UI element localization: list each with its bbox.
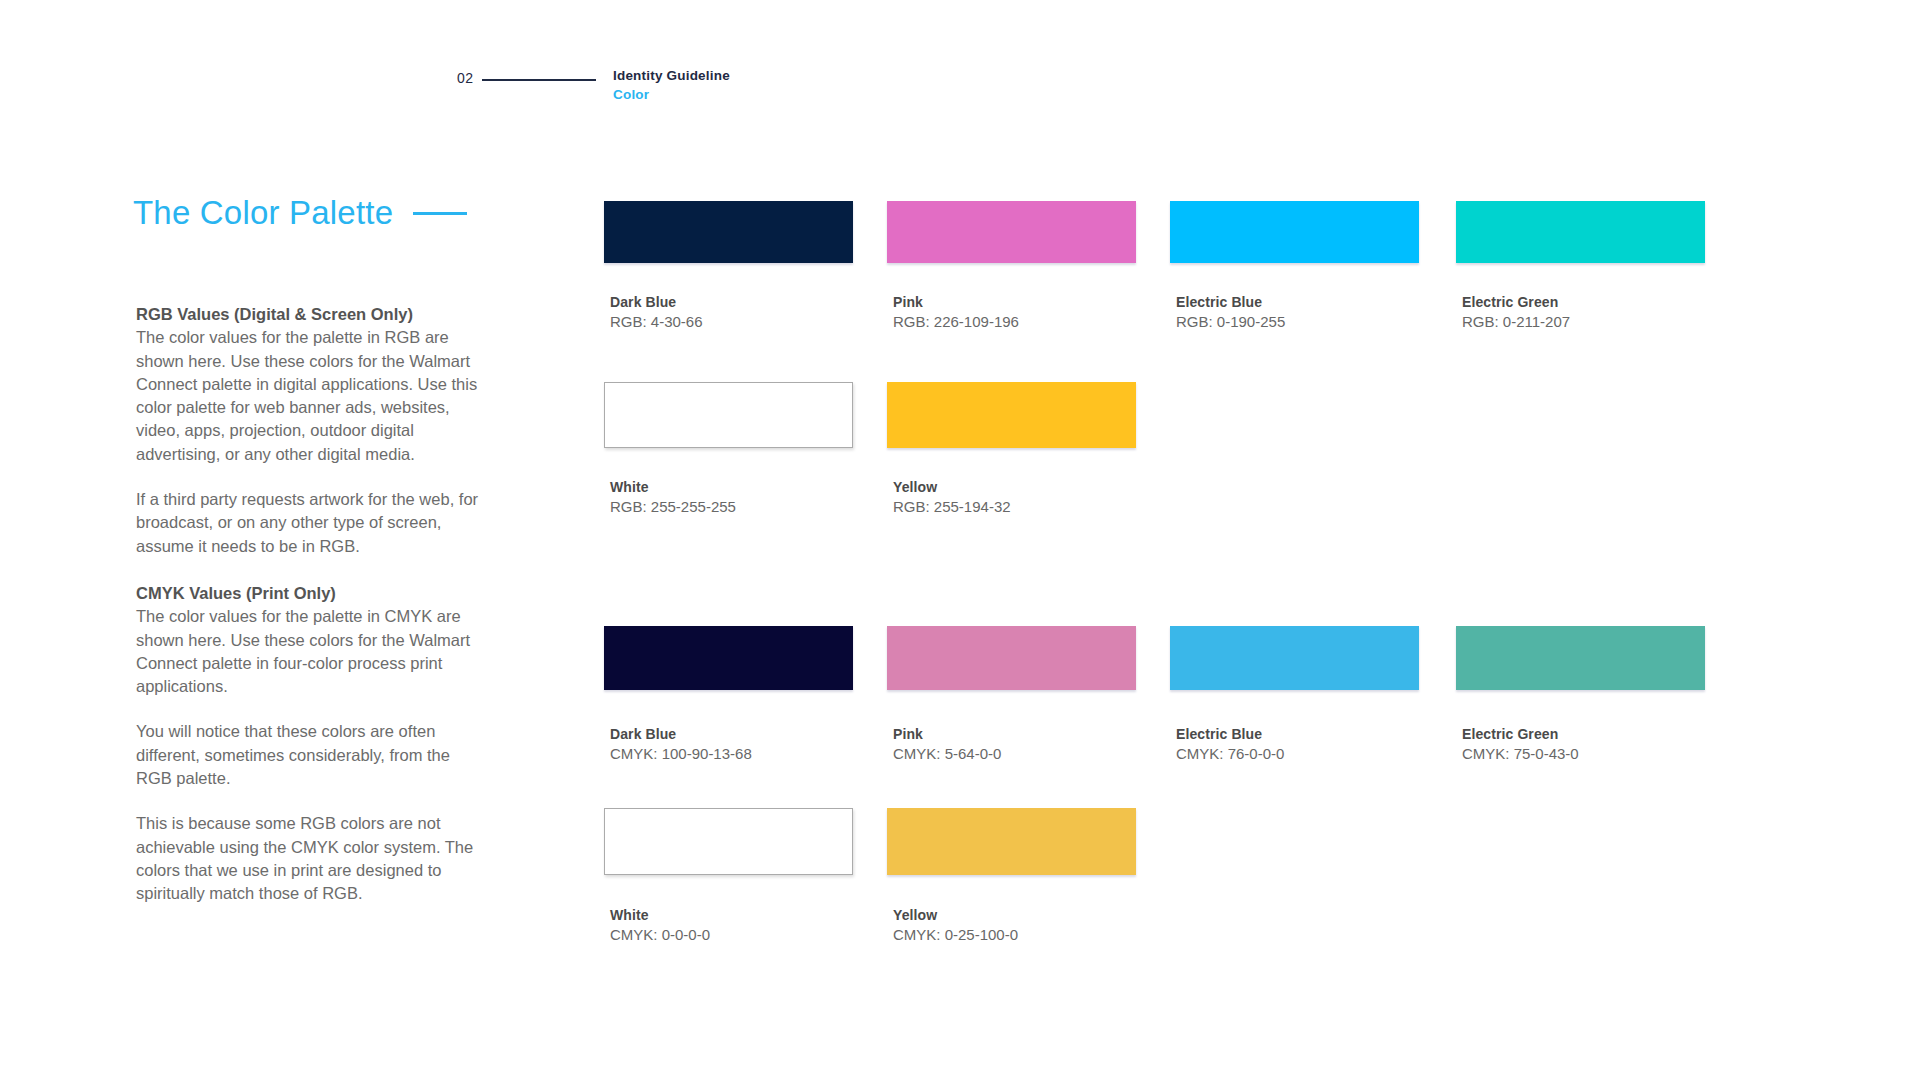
- color-swatch: [604, 201, 853, 263]
- swatch-label: Electric Green CMYK: 75-0-43-0: [1456, 725, 1705, 764]
- swatch-label: Dark Blue RGB: 4-30-66: [604, 293, 853, 332]
- swatch-name: Electric Blue: [1176, 293, 1419, 311]
- swatch-label: Yellow CMYK: 0-25-100-0: [887, 906, 1136, 945]
- rgb-paragraph-2: If a third party requests artwork for th…: [136, 488, 484, 558]
- header-section-label: Identity Guideline: [613, 67, 730, 84]
- cmyk-swatch-card-white: White CMYK: 0-0-0-0: [604, 808, 853, 945]
- cmyk-paragraph-3: This is because some RGB colors are not …: [136, 812, 484, 905]
- swatch-value: RGB: 226-109-196: [893, 312, 1136, 332]
- swatch-label: White RGB: 255-255-255: [604, 478, 853, 517]
- color-swatch: [887, 626, 1136, 690]
- color-swatch: [1170, 201, 1419, 263]
- description-column: RGB Values (Digital & Screen Only) The c…: [136, 303, 484, 906]
- rgb-swatch-card-pink: Pink RGB: 226-109-196: [887, 201, 1136, 332]
- color-swatch: [887, 382, 1136, 448]
- swatch-value: RGB: 0-211-207: [1462, 312, 1705, 332]
- swatch-label: Electric Green RGB: 0-211-207: [1456, 293, 1705, 332]
- swatch-name: Pink: [893, 725, 1136, 743]
- swatch-label: Pink RGB: 226-109-196: [887, 293, 1136, 332]
- swatch-name: Yellow: [893, 906, 1136, 924]
- color-swatch: [1456, 626, 1705, 690]
- cmyk-swatch-card-pink: Pink CMYK: 5-64-0-0: [887, 626, 1136, 764]
- swatch-value: CMYK: 75-0-43-0: [1462, 744, 1705, 764]
- swatch-value: RGB: 4-30-66: [610, 312, 853, 332]
- cmyk-swatch-card-dark-blue: Dark Blue CMYK: 100-90-13-68: [604, 626, 853, 764]
- swatch-name: Yellow: [893, 478, 1136, 496]
- swatch-name: Electric Green: [1462, 293, 1705, 311]
- swatch-value: CMYK: 0-0-0-0: [610, 925, 853, 945]
- header-rule-line: [482, 79, 596, 81]
- page-number: 02: [457, 70, 474, 86]
- swatch-label: White CMYK: 0-0-0-0: [604, 906, 853, 945]
- swatch-value: CMYK: 0-25-100-0: [893, 925, 1136, 945]
- rgb-swatch-card-dark-blue: Dark Blue RGB: 4-30-66: [604, 201, 853, 332]
- swatch-name: Pink: [893, 293, 1136, 311]
- slide-canvas: 02 Identity Guideline Color The Color Pa…: [0, 0, 1920, 1080]
- swatch-name: Dark Blue: [610, 725, 853, 743]
- rgb-values-heading: RGB Values (Digital & Screen Only): [136, 303, 484, 326]
- color-swatch: [604, 382, 853, 448]
- swatch-name: Electric Blue: [1176, 725, 1419, 743]
- header-text-block: Identity Guideline Color: [613, 67, 730, 103]
- swatch-label: Pink CMYK: 5-64-0-0: [887, 725, 1136, 764]
- swatch-value: RGB: 255-255-255: [610, 497, 853, 517]
- swatch-name: Electric Green: [1462, 725, 1705, 743]
- swatch-value: CMYK: 100-90-13-68: [610, 744, 853, 764]
- cmyk-values-heading: CMYK Values (Print Only): [136, 582, 484, 605]
- swatch-label: Yellow RGB: 255-194-32: [887, 478, 1136, 517]
- swatch-name: White: [610, 906, 853, 924]
- cmyk-swatch-card-electric-green: Electric Green CMYK: 75-0-43-0: [1456, 626, 1705, 764]
- cmyk-paragraph-2: You will notice that these colors are of…: [136, 720, 484, 790]
- page-title: The Color Palette: [133, 193, 467, 233]
- color-swatch: [1170, 626, 1419, 690]
- color-swatch: [1456, 201, 1705, 263]
- swatch-value: RGB: 0-190-255: [1176, 312, 1419, 332]
- swatch-value: CMYK: 5-64-0-0: [893, 744, 1136, 764]
- title-dash-line: [413, 212, 467, 215]
- swatch-name: Dark Blue: [610, 293, 853, 311]
- header-subsection-label: Color: [613, 86, 730, 103]
- swatch-name: White: [610, 478, 853, 496]
- page-title-text: The Color Palette: [133, 194, 393, 231]
- rgb-paragraph-1: The color values for the palette in RGB …: [136, 326, 484, 466]
- color-swatch: [604, 808, 853, 875]
- rgb-swatch-card-yellow: Yellow RGB: 255-194-32: [887, 382, 1136, 517]
- color-swatch: [887, 808, 1136, 875]
- rgb-swatch-card-white: White RGB: 255-255-255: [604, 382, 853, 517]
- swatch-label: Dark Blue CMYK: 100-90-13-68: [604, 725, 853, 764]
- cmyk-paragraph-1: The color values for the palette in CMYK…: [136, 605, 484, 698]
- rgb-swatch-card-electric-green: Electric Green RGB: 0-211-207: [1456, 201, 1705, 332]
- rgb-swatch-card-electric-blue: Electric Blue RGB: 0-190-255: [1170, 201, 1419, 332]
- cmyk-swatch-card-yellow: Yellow CMYK: 0-25-100-0: [887, 808, 1136, 945]
- cmyk-swatch-card-electric-blue: Electric Blue CMYK: 76-0-0-0: [1170, 626, 1419, 764]
- color-swatch: [887, 201, 1136, 263]
- swatch-value: RGB: 255-194-32: [893, 497, 1136, 517]
- swatch-label: Electric Blue RGB: 0-190-255: [1170, 293, 1419, 332]
- color-swatch: [604, 626, 853, 690]
- swatch-value: CMYK: 76-0-0-0: [1176, 744, 1419, 764]
- swatch-label: Electric Blue CMYK: 76-0-0-0: [1170, 725, 1419, 764]
